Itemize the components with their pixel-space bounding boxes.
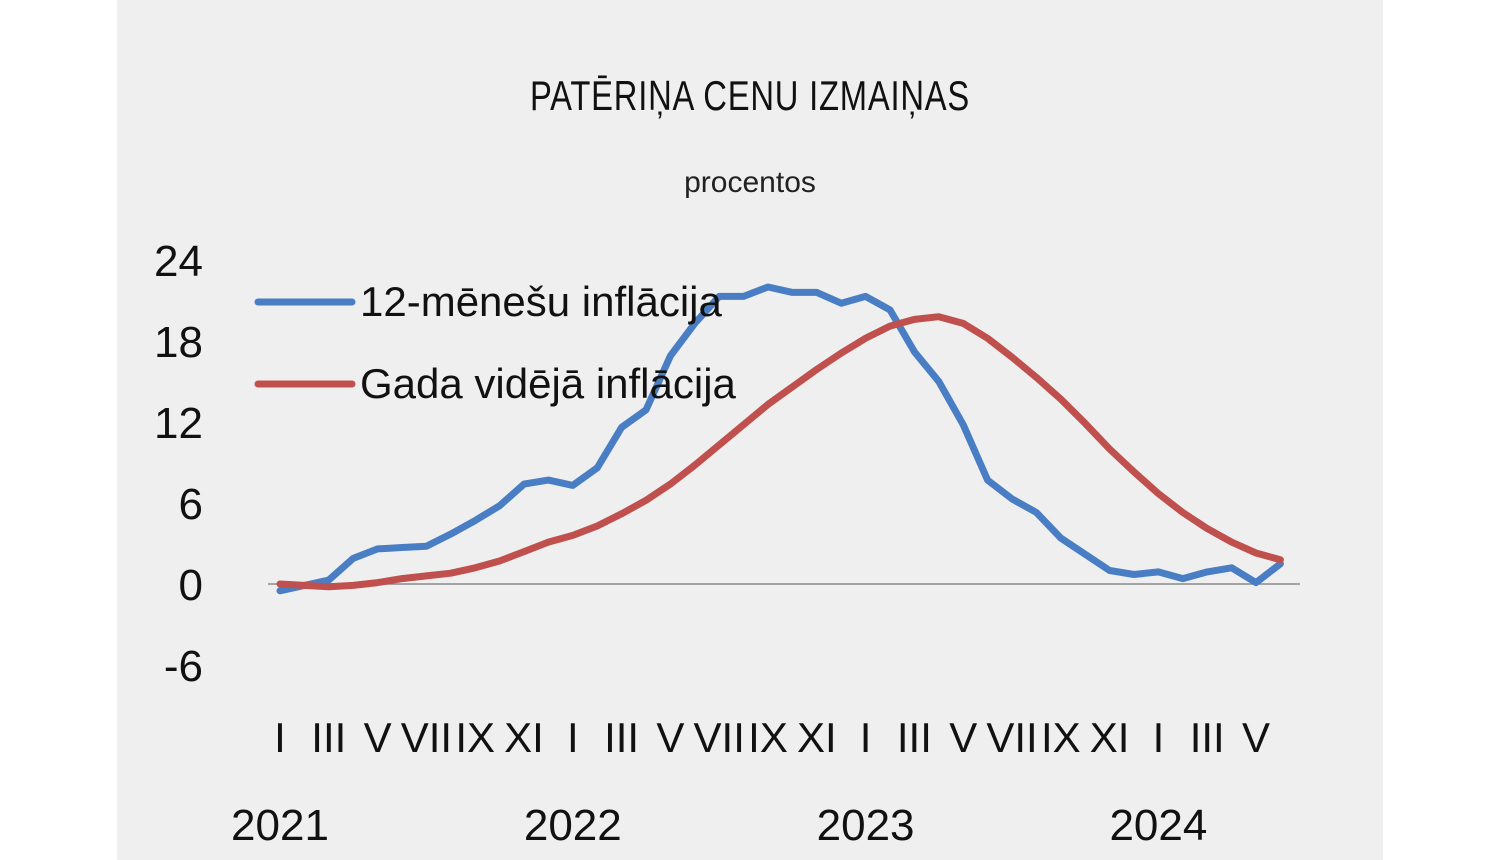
x-tick-label: VII xyxy=(986,714,1037,761)
x-tick-label: XI xyxy=(1090,714,1130,761)
x-tick-label: VII xyxy=(694,714,745,761)
x-tick-label: V xyxy=(949,714,977,761)
y-axis-ticks: 24 18 12 6 0 -6 xyxy=(154,237,203,691)
x-tick-label: I xyxy=(1153,714,1165,761)
x-tick-label: III xyxy=(1190,714,1225,761)
series-lines xyxy=(276,283,1284,595)
chart-subtitle: procentos xyxy=(684,166,816,199)
x-tick-label: V xyxy=(364,714,392,761)
series-line-12-month xyxy=(276,283,1284,595)
x-tick-label: IX xyxy=(1041,714,1081,761)
x-tick-label: V xyxy=(656,714,684,761)
x-tick-label: III xyxy=(311,714,346,761)
x-tick-label: IX xyxy=(455,714,495,761)
legend: 12-mēnešu inflācija Gada vidējā inflācija xyxy=(254,278,737,407)
year-label: 2022 xyxy=(524,801,622,850)
series-line-annual-average xyxy=(276,313,1284,591)
y-tick-label: -6 xyxy=(164,642,203,691)
x-tick-label: I xyxy=(274,714,286,761)
x-tick-label: I xyxy=(860,714,872,761)
x-tick-label: III xyxy=(897,714,932,761)
year-label: 2021 xyxy=(231,801,329,850)
x-tick-label: V xyxy=(1242,714,1270,761)
y-tick-label: 0 xyxy=(179,561,203,610)
x-tick-label: VII xyxy=(401,714,452,761)
x-tick-label: XI xyxy=(797,714,837,761)
x-tick-label: I xyxy=(567,714,579,761)
year-label: 2024 xyxy=(1109,801,1207,850)
legend-label: 12-mēnešu inflācija xyxy=(360,278,723,325)
y-tick-label: 18 xyxy=(154,318,203,367)
x-tick-label: IX xyxy=(748,714,788,761)
legend-label: Gada vidējā inflācija xyxy=(360,360,737,407)
year-label: 2023 xyxy=(817,801,915,850)
y-tick-label: 24 xyxy=(154,237,203,286)
x-tick-label: XI xyxy=(504,714,544,761)
y-tick-label: 12 xyxy=(154,399,203,448)
year-labels: 2021 2022 2023 2024 xyxy=(231,801,1207,850)
x-axis-ticks: I III V VII IX XI I III V VII IX XI I III V VII IX XI I III… xyxy=(274,714,1270,761)
y-tick-label: 6 xyxy=(179,480,203,529)
x-tick-label: III xyxy=(604,714,639,761)
chart-title: PATĒRIŅA CENU IZMAIŅAS xyxy=(529,72,971,119)
chart-panel: PATĒRIŅA CENU IZMAIŅAS procentos xyxy=(117,0,1383,860)
